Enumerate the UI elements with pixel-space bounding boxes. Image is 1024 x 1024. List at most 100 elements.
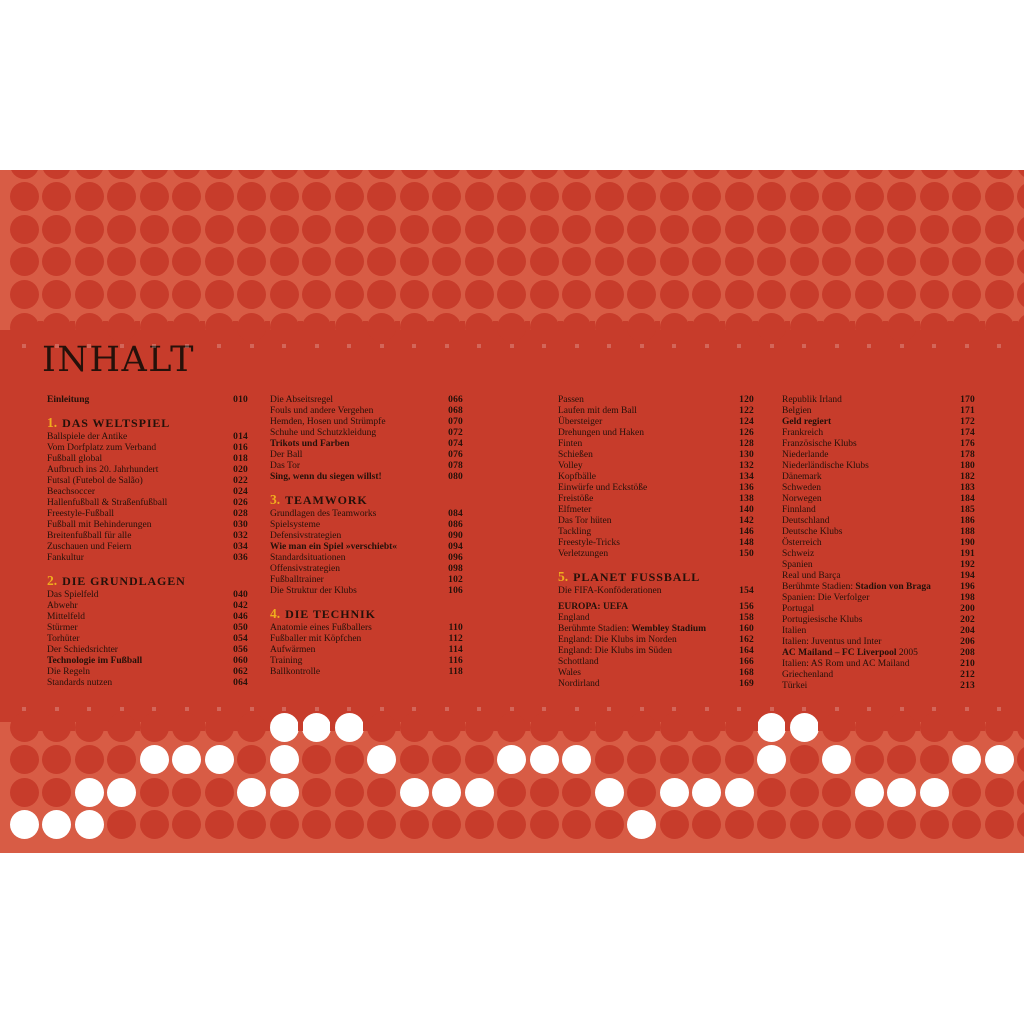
toc-entry: Freestyle-Fußball 028 <box>47 509 248 520</box>
toc-content-area: INHALT Einleitung 010 1. DAS WELTSPIEL Balls… <box>0 330 1024 722</box>
halftone-dot <box>887 279 916 309</box>
toc-entry: Standardsituationen 096 <box>270 553 463 564</box>
halftone-dot <box>529 247 559 276</box>
toc-entry-page-number: 068 <box>448 406 463 416</box>
toc-entry-label: Griechenland <box>782 670 834 680</box>
toc-entry: England: Die Klubs im Norden 162 <box>558 635 754 646</box>
toc-entry: Deutschland 186 <box>782 516 975 527</box>
halftone-dot <box>757 745 786 774</box>
toc-entry-label: Hallenfußball & Straßenfußball <box>47 498 168 508</box>
halftone-dot <box>269 810 299 839</box>
halftone-dot <box>724 745 754 774</box>
toc-entry: Griechenland 212 <box>782 670 975 681</box>
toc-entry-page-number: 158 <box>739 613 754 623</box>
toc-entry-page-number: 014 <box>233 432 248 442</box>
halftone-dot <box>172 214 201 244</box>
toc-entry-label: EUROPA: UEFA <box>558 602 629 612</box>
toc-entry-label: Schweiz <box>782 549 815 559</box>
halftone-dot <box>269 247 299 276</box>
toc-entry: Niederländische Klubs 180 <box>782 461 975 472</box>
toc-entry-label: Portugiesische Klubs <box>782 615 863 625</box>
halftone-dot <box>204 170 234 179</box>
halftone-dot <box>984 279 1014 309</box>
halftone-dot <box>952 810 981 839</box>
toc-entry: Republik Irland 170 <box>782 395 975 406</box>
halftone-dot <box>497 182 526 211</box>
halftone-dot <box>139 777 169 807</box>
halftone-dot <box>334 279 364 309</box>
toc-entry: Einwürfe und Eckstöße 136 <box>558 483 754 494</box>
toc-entry-label: Passen <box>558 395 584 405</box>
halftone-dot <box>822 182 851 211</box>
halftone-dot <box>562 182 591 211</box>
toc-entry-label: Hemden, Hosen und Strümpfe <box>270 417 386 427</box>
toc-entry: England 158 <box>558 613 754 624</box>
toc-entry-label-part: 2005 <box>896 648 918 658</box>
toc-entry: Passen 120 <box>558 395 754 406</box>
halftone-dot <box>627 777 656 807</box>
toc-entry-label: Die FIFA-Konföderationen <box>558 586 662 596</box>
toc-entry-page-number: 112 <box>448 634 463 644</box>
toc-entry-page-number: 080 <box>448 472 463 482</box>
halftone-dot <box>919 170 949 179</box>
toc-entry-label-part: Berühmte Stadien: <box>558 624 632 634</box>
halftone-dot <box>757 170 786 179</box>
toc-column-1: Einleitung 010 1. DAS WELTSPIEL Ballspiele d… <box>47 395 248 689</box>
toc-entry-label: Türkei <box>782 681 808 691</box>
halftone-dot <box>594 777 624 807</box>
toc-entry-page-number: 204 <box>960 626 975 636</box>
halftone-dot <box>464 279 494 309</box>
toc-entry-page-number: 185 <box>960 505 975 515</box>
halftone-dot <box>464 182 494 211</box>
toc-entry: Schweiz 191 <box>782 549 975 560</box>
toc-entry: Italien: AS Rom und AC Mailand 210 <box>782 659 975 670</box>
toc-entry-page-number: 213 <box>960 681 975 691</box>
toc-entry-label: Futsal (Futebol de Salão) <box>47 476 143 486</box>
halftone-dot <box>367 214 396 244</box>
page-title: INHALT <box>42 340 195 380</box>
toc-section-header: 2. DIE GRUNDLAGEN <box>47 574 248 589</box>
toc-entry-page-number: 190 <box>960 538 975 548</box>
toc-entry-page-number: 020 <box>233 465 248 475</box>
halftone-dot <box>497 745 526 774</box>
halftone-dot <box>237 279 266 309</box>
toc-entry-page-number: 078 <box>448 461 463 471</box>
toc-entry-page-number: 134 <box>739 472 754 482</box>
halftone-dot <box>659 182 689 211</box>
toc-entry-page-number: 194 <box>960 571 975 581</box>
halftone-dot <box>659 214 689 244</box>
toc-entry-page-number: 162 <box>739 635 754 645</box>
halftone-dot <box>594 279 624 309</box>
toc-entry-page-number: 150 <box>739 549 754 559</box>
halftone-dot <box>692 182 721 211</box>
halftone-dot <box>74 170 104 179</box>
toc-entry-page-number: 202 <box>960 615 975 625</box>
toc-entry-label: Freestyle-Fußball <box>47 509 115 519</box>
toc-entry-page-number: 136 <box>739 483 754 493</box>
halftone-dot <box>952 214 981 244</box>
halftone-dot <box>334 182 364 211</box>
halftone-dot <box>952 279 981 309</box>
toc-entry-page-number: 106 <box>448 586 463 596</box>
halftone-dot <box>1017 182 1024 211</box>
toc-entry-label: Verletzungen <box>558 549 609 559</box>
toc-entry: Wie man ein Spiel »verschiebt« 094 <box>270 542 463 553</box>
toc-entry-page-number: 191 <box>960 549 975 559</box>
toc-entry-page-number: 128 <box>739 439 754 449</box>
halftone-dot <box>984 247 1014 276</box>
toc-entry-label: Technologie im Fußball <box>47 656 143 666</box>
toc-entry: Niederlande 178 <box>782 450 975 461</box>
toc-section-number: 4. <box>270 606 281 621</box>
halftone-dot <box>432 777 461 807</box>
halftone-dot <box>302 279 331 309</box>
toc-entry-page-number: 118 <box>448 667 463 677</box>
toc-entry: Defensivstrategien 090 <box>270 531 463 542</box>
toc-entry: Fußballtrainer 102 <box>270 575 463 586</box>
toc-entry-label: Zuschauen und Feiern <box>47 542 132 552</box>
toc-entry: Dänemark 182 <box>782 472 975 483</box>
halftone-dot <box>724 214 754 244</box>
toc-entry-label: Ballkontrolle <box>270 667 321 677</box>
toc-entry-label: Niederländische Klubs <box>782 461 869 471</box>
toc-entry-label: Abwehr <box>47 601 78 611</box>
